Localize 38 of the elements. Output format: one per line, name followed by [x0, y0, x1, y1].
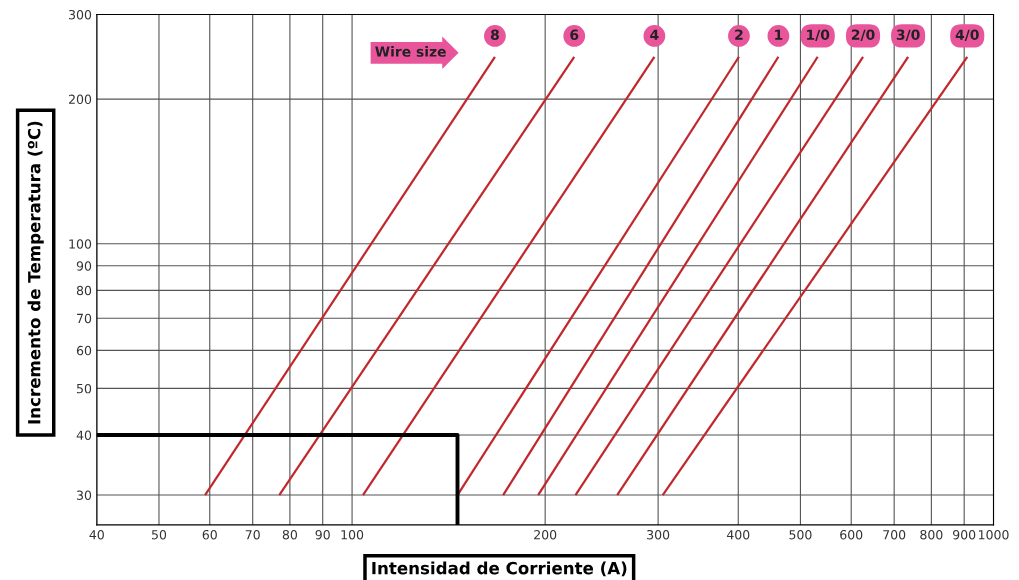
- y-tick-label: 200: [69, 94, 92, 105]
- series-label: 4/0: [955, 29, 979, 42]
- x-tick-label: 200: [534, 529, 557, 540]
- x-tick-label: 80: [282, 529, 298, 540]
- x-tick-label: 800: [920, 529, 943, 540]
- x-tick-label: 1000: [978, 529, 1009, 540]
- series-label: 6: [570, 29, 579, 40]
- y-tick-label: 40: [76, 430, 92, 440]
- x-tick-label: 500: [789, 529, 812, 540]
- y-tick-label: 90: [76, 261, 92, 271]
- y-tick-label: 100: [69, 239, 92, 249]
- y-axis-title: Incremento de Temperatura (ºC): [27, 121, 44, 424]
- y-tick-label: 70: [77, 313, 92, 324]
- series-label: 1/0: [807, 29, 830, 42]
- x-tick-label: 50: [151, 529, 167, 540]
- x-axis-title: Intensidad de Corriente (A): [372, 561, 627, 577]
- x-tick-label: 100: [341, 529, 364, 540]
- series-label: 4: [650, 29, 659, 40]
- series-label: 3/0: [896, 29, 920, 42]
- y-tick-label: 60: [76, 345, 92, 356]
- y-tick-label: 50: [77, 383, 92, 394]
- x-tick-label: 70: [245, 529, 260, 540]
- y-tick-label: 300: [69, 9, 92, 20]
- x-tick-label: 700: [883, 529, 906, 540]
- series-label: 2: [735, 29, 743, 40]
- annotation: Wire size: [375, 46, 446, 57]
- x-tick-label: 90: [315, 529, 330, 540]
- y-tick-label: 30: [76, 490, 92, 500]
- series-label: 1: [775, 29, 783, 40]
- series-label: 2/0: [851, 29, 875, 42]
- x-tick-label: 60: [202, 529, 217, 540]
- x-tick-label: 600: [840, 529, 863, 540]
- y-tick-label: 80: [76, 285, 92, 296]
- x-tick-label: 300: [647, 529, 670, 540]
- x-tick-label: 400: [726, 529, 750, 540]
- x-tick-label: 40: [89, 529, 104, 540]
- x-tick-label: 900: [953, 529, 976, 540]
- series-label: 8: [490, 29, 499, 40]
